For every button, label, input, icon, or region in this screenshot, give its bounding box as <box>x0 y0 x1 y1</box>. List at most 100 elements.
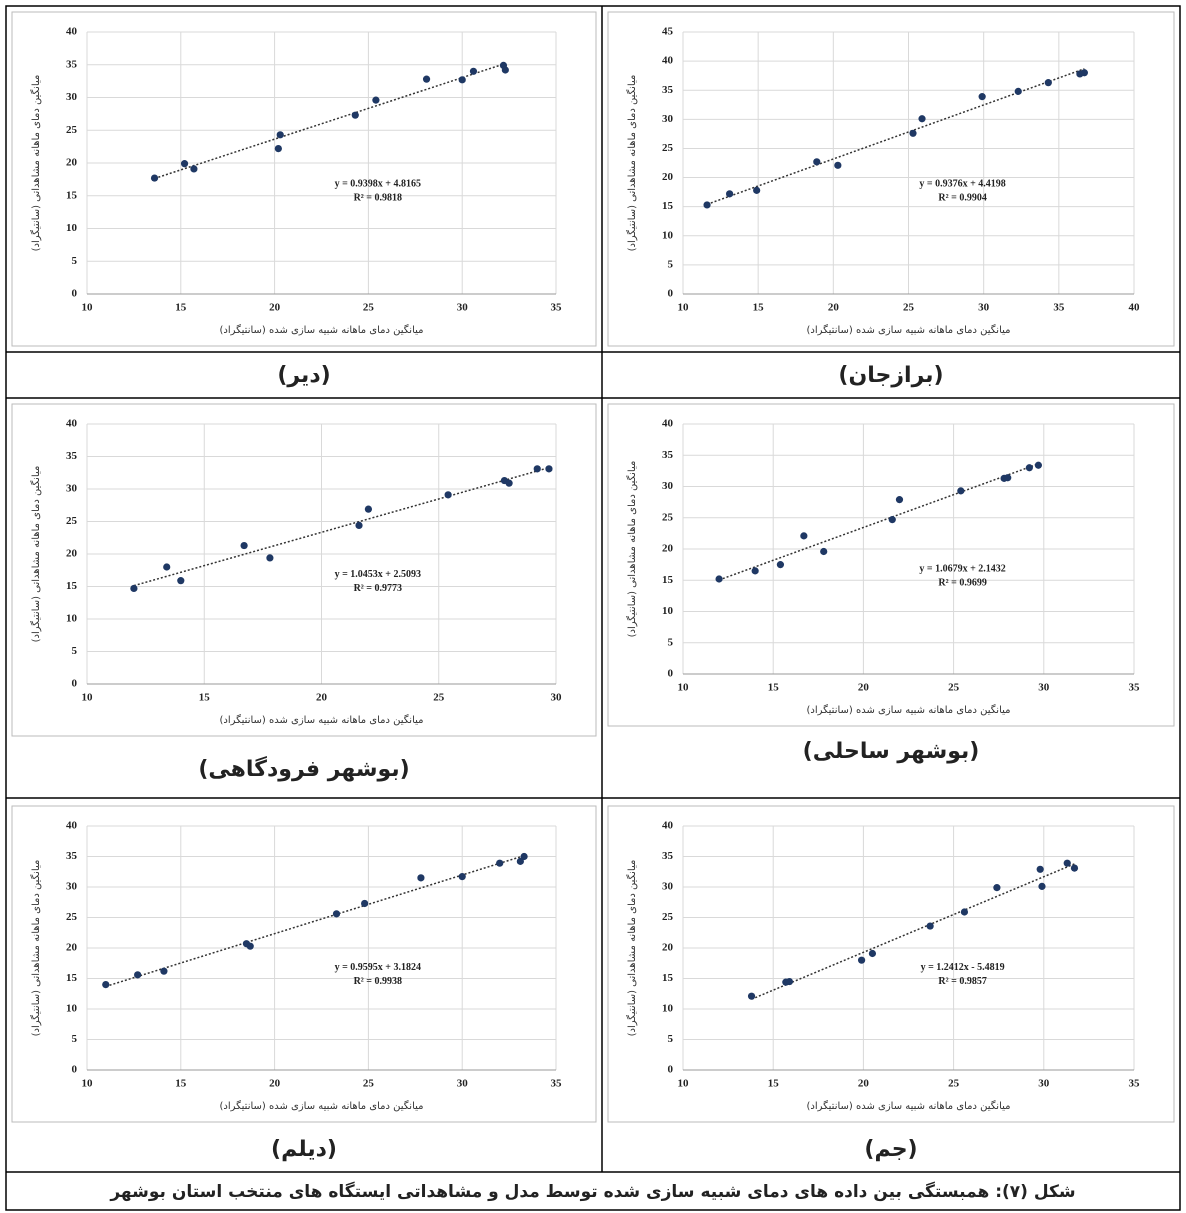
y-tick-label: 35 <box>66 450 78 462</box>
x-tick-label: 25 <box>363 302 375 314</box>
point <box>505 479 513 487</box>
x-tick-label: 35 <box>551 1078 563 1090</box>
point <box>726 190 734 198</box>
equation: R² = 0.9773 <box>354 583 402 594</box>
equation: y = 1.0453x + 2.5093 <box>335 569 421 580</box>
equation: R² = 0.9818 <box>354 192 402 203</box>
x-tick-label: 10 <box>82 302 94 314</box>
figure-caption: شکل (۷): همبستگی بین داده های دمای شبیه … <box>109 1181 1075 1202</box>
y-tick-label: 30 <box>662 113 674 125</box>
point <box>715 575 723 583</box>
y-tick-label: 30 <box>66 483 78 495</box>
point <box>753 186 761 194</box>
point <box>800 532 808 540</box>
y-axis-title: میانگین دمای ماهانه مشاهداتی (سانتیگراد) <box>30 75 42 252</box>
y-tick-label: 35 <box>662 850 674 862</box>
point <box>332 910 341 918</box>
point <box>1014 87 1022 95</box>
equation: y = 0.9398x + 4.8165 <box>335 178 421 189</box>
y-tick-label: 15 <box>662 200 674 212</box>
x-axis-title: میانگین دمای ماهانه شبیه سازی شده (سانتی… <box>806 1100 1010 1112</box>
y-tick-label: 0 <box>668 1064 674 1076</box>
x-tick-label: 25 <box>903 302 915 314</box>
y-tick-label: 20 <box>66 942 78 954</box>
x-tick-label: 15 <box>175 1078 187 1090</box>
trend-line <box>154 62 506 180</box>
point <box>960 908 969 916</box>
y-tick-label: 15 <box>66 580 78 592</box>
point <box>857 956 866 964</box>
point <box>1080 69 1088 77</box>
point <box>372 96 380 104</box>
point <box>469 67 478 75</box>
x-tick-label: 40 <box>1129 302 1141 314</box>
y-tick-label: 20 <box>66 157 78 169</box>
y-tick-label: 5 <box>72 645 78 657</box>
x-tick-label: 10 <box>678 1078 690 1090</box>
y-tick-label: 40 <box>66 820 78 832</box>
point <box>993 884 1001 892</box>
x-tick-label: 25 <box>433 692 445 704</box>
point <box>820 547 828 556</box>
chart-frame <box>11 805 597 1123</box>
y-tick-label: 30 <box>662 881 674 893</box>
x-tick-label: 20 <box>828 302 840 314</box>
chart-frame <box>607 805 1175 1123</box>
point <box>888 516 896 524</box>
y-tick-label: 20 <box>662 543 674 555</box>
x-tick-label: 25 <box>948 1078 960 1090</box>
point <box>909 129 917 137</box>
x-tick-label: 10 <box>82 692 94 704</box>
y-tick-label: 25 <box>662 911 674 923</box>
point <box>190 165 198 173</box>
x-tick-label: 15 <box>768 1078 780 1090</box>
equation: R² = 0.9938 <box>354 976 402 987</box>
point <box>274 144 282 153</box>
station-label: (برازجان) <box>838 363 943 388</box>
x-tick-label: 20 <box>269 302 281 314</box>
x-axis-title: میانگین دمای ماهانه شبیه سازی شده (سانتی… <box>219 1100 423 1112</box>
x-axis-title: میانگین دمای ماهانه شبیه سازی شده (سانتی… <box>806 324 1010 336</box>
equation: R² = 0.9857 <box>938 976 986 987</box>
y-tick-label: 20 <box>662 942 674 954</box>
point <box>776 561 785 569</box>
point <box>1044 79 1052 87</box>
x-tick-label: 15 <box>175 302 187 314</box>
y-tick-label: 10 <box>66 1003 78 1015</box>
point <box>417 874 425 882</box>
station-label: (دیر) <box>277 363 330 388</box>
y-tick-label: 25 <box>662 511 674 523</box>
x-tick-label: 30 <box>457 302 469 314</box>
point <box>918 115 926 123</box>
point <box>868 949 877 958</box>
x-axis-title: میانگین دمای ماهانه شبیه سازی شده (سانتی… <box>806 704 1010 716</box>
trend-line <box>718 463 1039 581</box>
y-tick-label: 25 <box>66 124 78 136</box>
x-tick-label: 20 <box>316 692 328 704</box>
y-tick-label: 10 <box>66 613 78 625</box>
chart-frame <box>607 403 1175 727</box>
y-tick-label: 10 <box>662 1003 674 1015</box>
point <box>163 563 171 571</box>
y-tick-label: 40 <box>662 820 674 832</box>
y-tick-label: 5 <box>72 255 78 267</box>
y-tick-label: 15 <box>662 574 674 586</box>
y-tick-label: 0 <box>72 288 78 300</box>
x-tick-label: 30 <box>1038 1078 1050 1090</box>
y-axis-title: میانگین دمای ماهانه مشاهداتی (سانتیگراد) <box>626 75 638 252</box>
station-label: (جم) <box>864 1137 917 1162</box>
point <box>246 942 254 950</box>
y-tick-label: 0 <box>72 678 78 690</box>
x-tick-label: 15 <box>753 302 765 314</box>
point <box>102 981 110 989</box>
point <box>364 505 372 513</box>
y-tick-label: 45 <box>662 26 674 38</box>
point <box>130 584 138 593</box>
y-tick-label: 5 <box>668 636 674 648</box>
trend-line <box>706 68 1085 206</box>
equation: y = 0.9595x + 3.1824 <box>335 962 421 973</box>
point <box>703 201 711 209</box>
chart-frame <box>11 11 597 347</box>
x-tick-label: 35 <box>1053 302 1065 314</box>
x-tick-label: 35 <box>1129 682 1141 694</box>
